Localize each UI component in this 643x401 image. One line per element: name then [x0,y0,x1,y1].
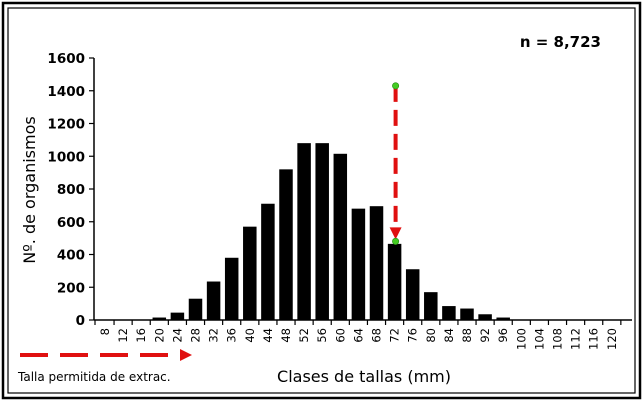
marker-top-point [392,82,400,90]
bar-72 [387,243,402,320]
bars-layer [152,143,510,320]
y-tick-label: 1000 [47,149,85,165]
x-tick-label: 56 [315,328,329,343]
x-tick-label: 72 [388,328,402,343]
y-tick-label: 400 [57,248,85,264]
bar-92 [478,314,492,320]
x-tick-label: 120 [605,328,619,350]
y-tick-label: 1400 [47,84,85,100]
marker-bottom-point [392,237,400,245]
bar-96 [496,317,510,320]
x-tick-label: 60 [333,328,347,343]
bar-60 [333,153,348,320]
bar-40 [243,226,257,320]
x-tick-label: 16 [134,328,148,343]
x-tick-label: 76 [406,328,420,343]
bar-44 [261,203,275,320]
x-tick-label: 112 [569,328,583,350]
y-ticks: 0 200 400 600 800 1000 1200 1400 1600 [47,51,94,329]
bar-88 [460,308,474,320]
y-axis-title: Nº. de organismos [20,116,39,263]
x-tick-label: 88 [460,328,474,343]
x-tick-label: 8 [98,328,112,335]
x-tick-label: 24 [170,328,184,343]
y-tick-label: 1200 [47,117,85,133]
x-ticks: 8 12 16 20 24 28 32 36 40 44 48 52 56 60 64 68 72 76 80 84 8… [94,320,622,350]
bar-28 [188,298,203,320]
legend-arrow-head [180,349,192,361]
bar-64 [351,208,366,320]
x-tick-label: 100 [514,328,528,350]
bar-32 [206,281,221,320]
x-tick-label: 80 [424,328,438,343]
x-tick-label: 20 [152,328,166,343]
bar-52 [297,143,311,320]
x-tick-label: 104 [532,328,546,350]
y-tick-label: 200 [57,280,85,296]
x-tick-label: 12 [116,328,130,343]
marker-arrow-head [389,227,402,240]
x-tick-label: 44 [261,328,275,343]
y-tick-label: 1600 [47,51,85,67]
x-axis-title: Clases de tallas (mm) [277,367,451,386]
x-tick-label: 64 [351,328,365,343]
bar-20 [152,317,167,320]
bar-48 [279,169,293,320]
size-marker [389,82,402,245]
legend: Talla permitida de extrac. [17,349,192,384]
x-tick-label: 108 [551,328,565,350]
x-tick-label: 116 [587,328,601,350]
bar-76 [405,269,420,320]
x-tick-label: 28 [189,328,203,343]
x-tick-label: 84 [442,328,456,343]
x-tick-label: 32 [207,328,221,343]
y-tick-label: 600 [57,215,85,231]
inner-border [7,7,636,394]
bar-56 [315,143,329,320]
bar-68 [369,206,384,320]
x-tick-label: 96 [496,328,510,343]
x-tick-label: 92 [478,328,492,343]
x-tick-label: 68 [370,328,384,343]
bar-80 [424,292,438,320]
x-tick-label: 36 [225,328,239,343]
legend-label: Talla permitida de extrac. [17,370,171,384]
y-tick-label: 800 [57,182,85,198]
x-tick-label: 40 [243,328,257,343]
bar-84 [442,306,456,320]
sample-size-label: n = 8,723 [520,33,601,51]
bar-24 [170,312,185,320]
bar-36 [224,257,239,320]
x-tick-label: 48 [279,328,293,343]
y-tick-label: 0 [76,313,85,329]
x-tick-label: 52 [297,328,311,343]
